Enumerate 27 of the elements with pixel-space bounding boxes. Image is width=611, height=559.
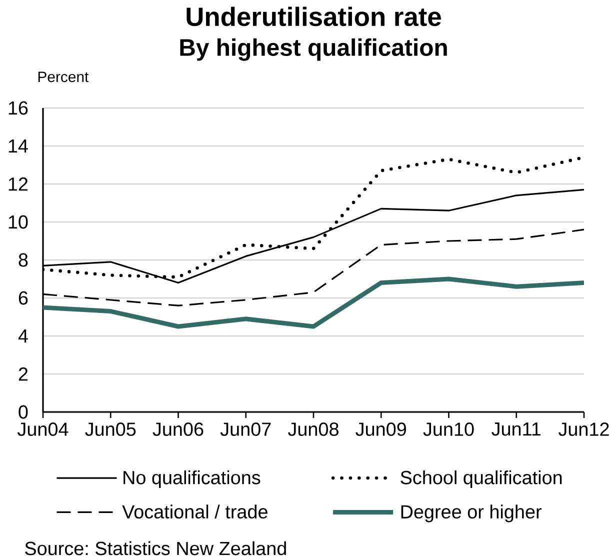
- y-tick-label: 8: [18, 253, 28, 267]
- y-tick-label: 12: [8, 177, 28, 191]
- y-tick-label: 6: [18, 291, 28, 305]
- y-tick-label: 10: [8, 215, 28, 229]
- y-axis-title: Percent: [38, 72, 89, 82]
- chart-subtitle: By highest qualification: [180, 38, 447, 61]
- x-tick-label: Jun08: [288, 422, 338, 436]
- legend-label: School qualification: [400, 470, 562, 488]
- y-tick-label: 4: [18, 329, 28, 343]
- source-note: Source: Statistics New Zealand: [25, 541, 286, 556]
- y-tick-label: 16: [8, 101, 28, 115]
- x-tick-label: Jun06: [152, 422, 204, 436]
- x-tick-label: Jun09: [356, 422, 406, 436]
- x-tick-label: Jun05: [85, 422, 136, 436]
- x-tick-label: Jun11: [492, 422, 541, 436]
- x-tick-label: Jun04: [18, 422, 68, 436]
- y-tick-label: 0: [18, 405, 28, 419]
- x-tick-label: Jun07: [220, 422, 271, 436]
- line-series: [43, 276, 584, 329]
- chart-title: Underutilisation rate: [186, 6, 441, 26]
- y-tick-label: 14: [8, 139, 28, 153]
- x-tick-label: Jun12: [558, 422, 609, 436]
- legend-label: Vocational / trade: [122, 504, 268, 519]
- legend-label: Degree or higher: [401, 504, 542, 522]
- legend-label: No qualifications: [124, 470, 260, 488]
- x-tick-label: Jun10: [423, 422, 474, 436]
- y-tick-label: 2: [18, 367, 28, 381]
